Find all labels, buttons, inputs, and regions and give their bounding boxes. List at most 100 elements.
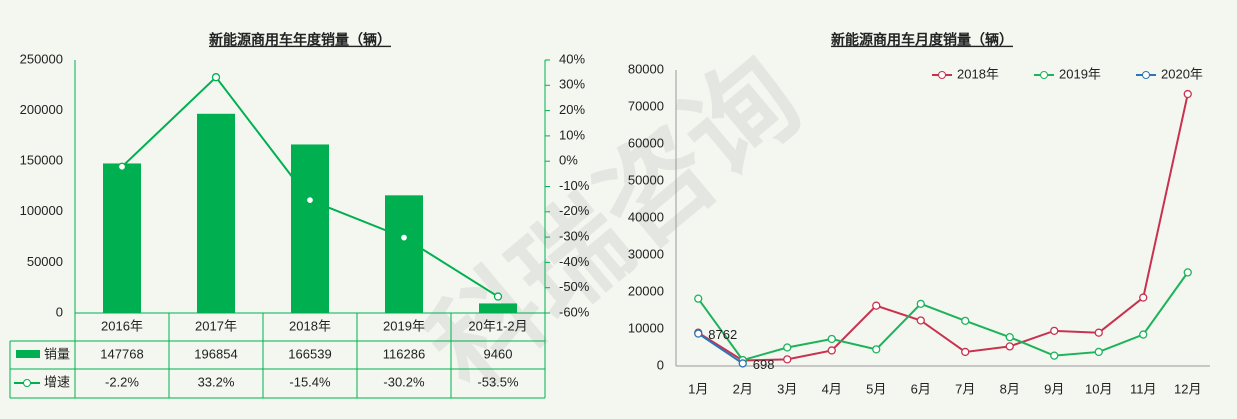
point <box>961 347 970 357</box>
legend-label: 2019年 <box>1059 66 1101 81</box>
point <box>961 316 970 326</box>
legend-marker <box>1142 71 1150 79</box>
x-tick-label: 10月 <box>1085 381 1112 396</box>
y2-tick-label: -40% <box>559 254 590 269</box>
x-tick-label: 20年1-2月 <box>468 318 527 333</box>
point <box>1183 268 1192 277</box>
y-tick-label: 250000 <box>20 51 63 66</box>
y-tick-label: 150000 <box>20 153 63 168</box>
y-tick-label: 30000 <box>628 246 664 261</box>
point <box>872 345 881 354</box>
x-tick-label: 9月 <box>1044 381 1064 396</box>
legend-marker <box>1040 71 1048 79</box>
point <box>916 316 925 325</box>
y2-tick-label: 30% <box>559 77 585 92</box>
x-tick-label: 5月 <box>866 381 886 396</box>
point <box>827 334 836 344</box>
growth-point <box>305 196 315 205</box>
y2-tick-label: -60% <box>559 304 590 319</box>
growth-point <box>399 233 409 242</box>
x-tick-label: 1月 <box>688 381 708 396</box>
point <box>783 355 792 364</box>
point <box>694 294 703 303</box>
legend-label: 2018年 <box>957 66 999 81</box>
y2-tick-label: -50% <box>559 279 590 294</box>
y-tick-label: 40000 <box>628 209 664 224</box>
legend-label: 增速 <box>44 374 70 389</box>
y2-tick-label: 0% <box>559 153 578 168</box>
point <box>872 301 881 310</box>
point <box>827 346 836 355</box>
growth-point <box>117 162 127 171</box>
point <box>1094 347 1103 357</box>
y2-tick-label: 10% <box>559 127 585 142</box>
table-value: 116286 <box>383 346 425 361</box>
bar <box>385 195 423 313</box>
y-tick-label: 80000 <box>628 61 664 76</box>
table-value: 33.2% <box>198 374 235 389</box>
legend-label: 销量 <box>44 346 70 361</box>
x-tick-label: 11月 <box>1130 381 1157 396</box>
x-tick-label: 2018年 <box>289 318 331 333</box>
x-tick-label: 8月 <box>1000 381 1020 396</box>
y-tick-label: 10000 <box>628 320 664 335</box>
table-value: 166539 <box>288 346 331 361</box>
point <box>738 359 747 368</box>
y-tick-label: 70000 <box>628 98 664 113</box>
bar <box>197 113 235 313</box>
y2-tick-label: -30% <box>559 229 590 244</box>
table-value: 9460 <box>484 346 513 361</box>
point <box>1183 89 1192 99</box>
growth-point <box>211 73 221 82</box>
table-value: 147768 <box>100 346 143 361</box>
point <box>694 329 703 338</box>
y-tick-label: 0 <box>657 357 664 372</box>
y-tick-label: 50000 <box>27 254 63 269</box>
y-tick-label: 0 <box>56 304 63 319</box>
data-label: 698 <box>753 357 775 372</box>
bar <box>479 303 517 313</box>
x-tick-label: 3月 <box>777 381 797 396</box>
series-line <box>697 93 1189 362</box>
legend-marker <box>938 71 946 79</box>
x-tick-label: 2017年 <box>195 318 237 333</box>
x-tick-label: 2016年 <box>101 318 143 333</box>
x-tick-label: 2月 <box>733 381 753 396</box>
table-value: -2.2% <box>105 374 139 389</box>
table-value: -53.5% <box>477 374 519 389</box>
x-tick-label: 2019年 <box>383 318 425 333</box>
point <box>1139 293 1148 302</box>
point <box>1094 328 1103 337</box>
y-tick-label: 60000 <box>628 135 664 150</box>
table-value: -30.2% <box>383 374 425 389</box>
point <box>1005 332 1014 342</box>
y-tick-label: 100000 <box>20 203 63 218</box>
y2-tick-label: -20% <box>559 203 590 218</box>
legend-label: 2020年 <box>1161 66 1203 81</box>
y2-tick-label: -10% <box>559 178 590 193</box>
x-tick-label: 12月 <box>1174 381 1201 396</box>
y2-tick-label: 40% <box>559 51 585 66</box>
x-tick-label: 4月 <box>822 381 842 396</box>
x-tick-label: 6月 <box>911 381 931 396</box>
data-label: 8762 <box>708 327 737 342</box>
bar <box>291 144 329 313</box>
chart-title: 新能源商用车年度销量（辆） <box>209 32 391 48</box>
x-tick-label: 7月 <box>955 381 975 396</box>
series-line <box>697 332 744 365</box>
y2-tick-label: 20% <box>559 102 585 117</box>
growth-point <box>493 292 503 301</box>
legend-swatch <box>16 350 40 358</box>
bar <box>103 163 141 313</box>
point <box>916 299 925 308</box>
point <box>783 343 792 352</box>
point <box>1050 351 1059 360</box>
series-line <box>697 271 1189 362</box>
chart-title: 新能源商用车月度销量（辆） <box>831 32 1013 48</box>
y-tick-label: 50000 <box>628 172 664 187</box>
legend-marker <box>23 379 31 387</box>
table-value: 196854 <box>194 346 237 361</box>
point <box>1005 342 1014 351</box>
point <box>1139 330 1148 339</box>
